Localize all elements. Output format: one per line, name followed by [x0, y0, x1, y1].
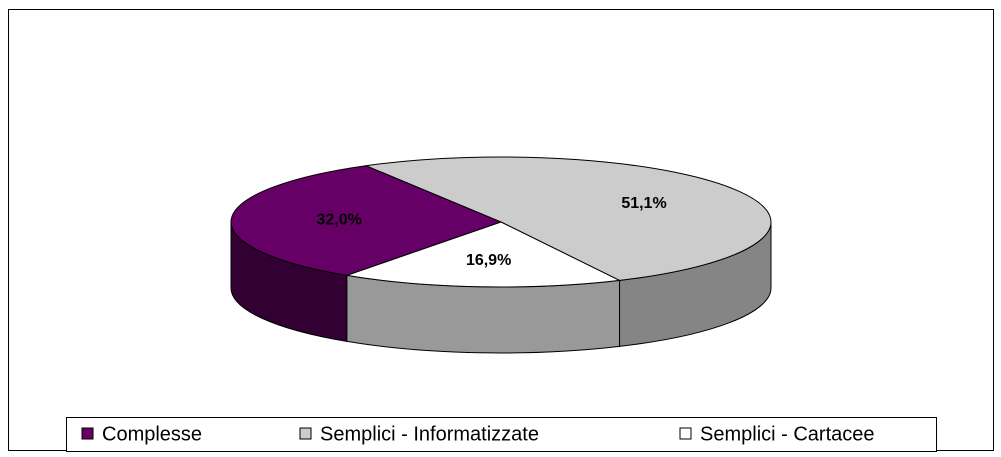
legend-label: Complesse — [102, 423, 202, 445]
legend: Complesse Semplici - Informatizzate Sempli… — [66, 417, 937, 452]
legend-box — [66, 417, 937, 452]
legend-label: Semplici - Informatizzate — [320, 423, 539, 445]
slice — [364, 156, 772, 281]
slice — [230, 165, 503, 276]
slice — [346, 221, 622, 288]
legend-swatch — [679, 427, 692, 440]
value-label: 32,0% — [316, 212, 361, 229]
legend-swatch — [81, 427, 94, 440]
value-label: 16,9% — [466, 252, 511, 269]
value-label: 51,1% — [621, 195, 666, 212]
pie: 32,0% 51,1% 16,9% — [230, 156, 772, 354]
legend-label: Semplici - Cartacee — [700, 423, 875, 445]
legend-swatch — [299, 427, 312, 440]
